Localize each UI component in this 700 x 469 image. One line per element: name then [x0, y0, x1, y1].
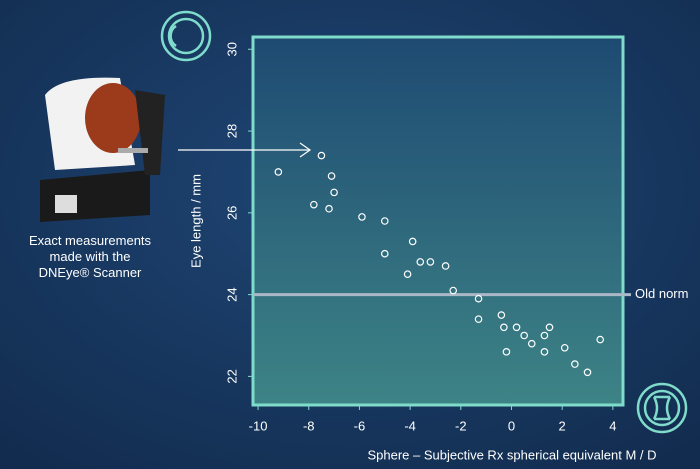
plot-frame [251, 35, 625, 407]
x-tick-label: -2 [455, 418, 467, 433]
data-point [545, 323, 554, 332]
data-point [274, 168, 283, 176]
y-axis-label: Eye length / mm [188, 174, 203, 268]
data-point [310, 200, 318, 209]
data-point [327, 172, 336, 180]
x-tick-label: -8 [303, 418, 315, 433]
data-point [317, 151, 326, 160]
y-tick-label: 26 [224, 206, 239, 220]
device-illustration [40, 77, 165, 222]
data-point [512, 323, 521, 332]
data-point [540, 348, 549, 356]
reference-label: Old norm [635, 286, 688, 301]
caption-line: made with the [50, 249, 131, 264]
data-point [330, 188, 338, 197]
x-tick-label: 2 [559, 418, 566, 433]
data-point [497, 311, 506, 319]
caption-line: DNEye® Scanner [39, 265, 142, 280]
data-point [560, 343, 569, 352]
data-point [380, 217, 389, 225]
data-point [408, 237, 417, 246]
x-tick-label: 0 [508, 418, 515, 433]
data-point [441, 262, 450, 270]
pointer-arrow [178, 142, 312, 158]
lens-icon [636, 382, 688, 434]
caption: Exact measurements made with the DNEye® Sc… [29, 233, 152, 280]
y-tick-label: 30 [224, 42, 239, 56]
x-tick-label: -6 [354, 418, 366, 433]
data-point [449, 286, 458, 295]
data-point [596, 335, 604, 344]
data-point [416, 258, 425, 266]
data-point [426, 258, 435, 266]
y-tick-label: 28 [224, 124, 239, 138]
x-axis-label: Sphere – Subjective Rx spherical equival… [367, 447, 656, 462]
data-point [474, 315, 483, 323]
data-point [502, 348, 511, 356]
data-point [403, 270, 412, 278]
data-point [540, 331, 549, 340]
y-tick-label: 22 [224, 369, 239, 383]
data-point [527, 339, 536, 348]
x-tick-label: -4 [404, 418, 416, 433]
caption-line: Exact measurements [29, 233, 152, 248]
x-tick-label: 4 [609, 418, 616, 433]
data-point [325, 204, 333, 213]
y-tick-label: 24 [224, 287, 239, 301]
data-point [583, 368, 592, 377]
data-point [500, 323, 508, 332]
data-point [520, 331, 528, 340]
data-point [358, 213, 366, 221]
x-tick-label: -10 [249, 418, 268, 433]
data-point [380, 249, 389, 258]
eye-icon [160, 10, 212, 62]
data-point [571, 360, 579, 368]
data-point [474, 294, 483, 303]
